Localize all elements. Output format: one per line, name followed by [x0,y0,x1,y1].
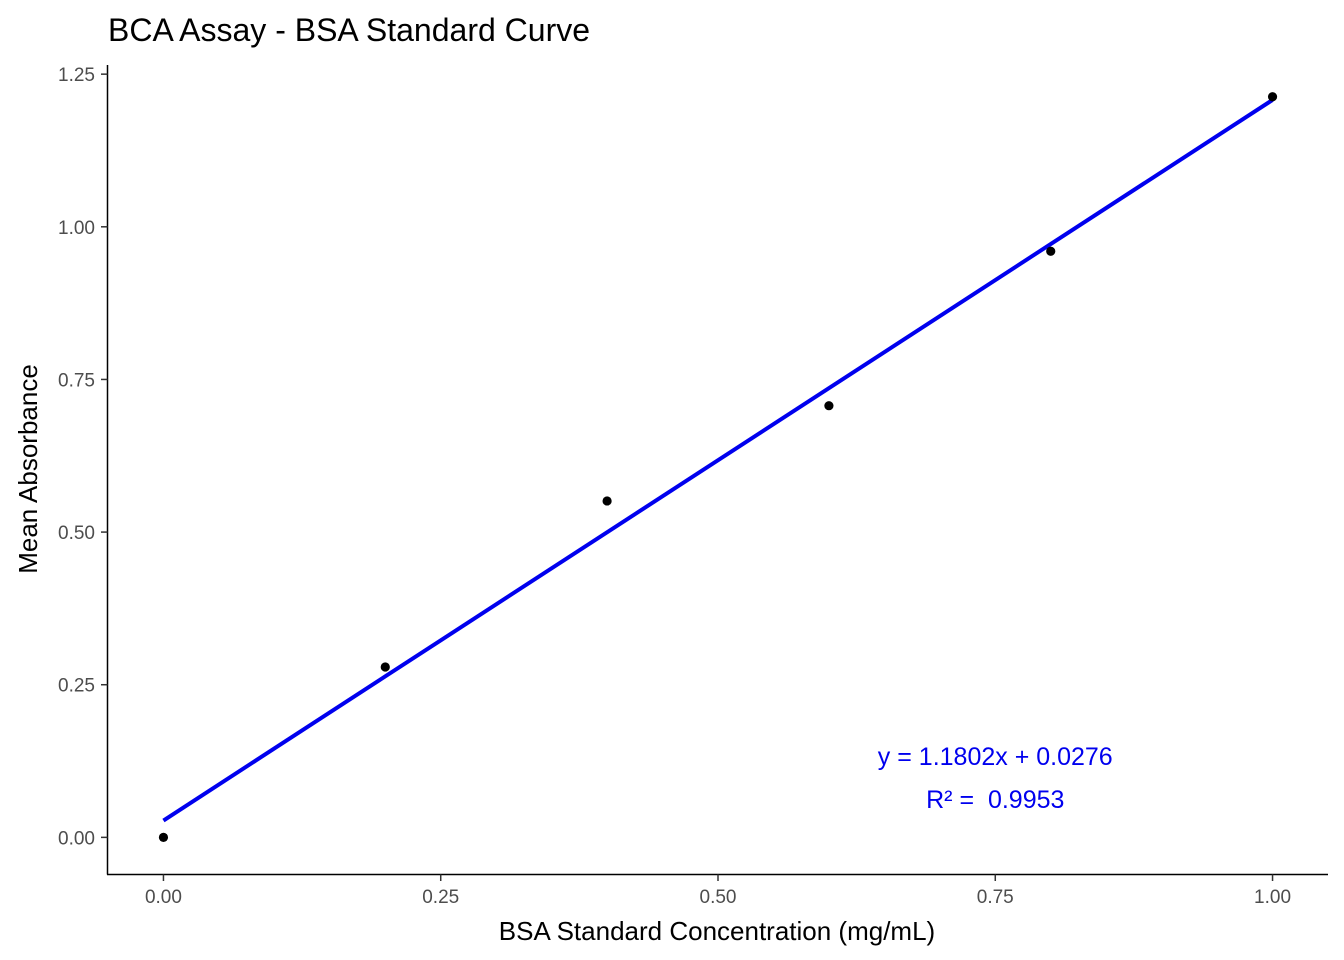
regression-equation: y = 1.1802x + 0.0276 [878,743,1113,771]
y-axis-title: Mean Absorbance [13,364,43,574]
data-point [1046,246,1056,256]
data-point [824,401,834,411]
y-tick-label: 1.25 [58,65,95,86]
x-tick-label: 1.00 [1254,887,1291,908]
y-tick-label: 0.50 [58,523,95,544]
x-tick-label: 0.25 [422,887,459,908]
data-point [380,662,390,672]
x-tick-label: 0.00 [145,887,182,908]
y-tick-label: 0.25 [58,676,95,697]
y-tick-label: 0.00 [58,828,95,849]
data-points-layer [158,92,1278,842]
data-point [1267,92,1278,102]
regression-line-layer [162,98,1274,823]
annotation-layer: y = 1.1802x + 0.0276 R² = 0.9953 [878,743,1113,814]
plot-area: 0.00 0.25 0.50 0.75 1.00 0.00 0.25 0.50 0.75 1.0… [58,65,1328,908]
regression-line [162,98,1274,823]
x-tick-label: 0.75 [977,887,1014,908]
y-tick-label: 1.00 [58,218,95,239]
y-tick-label: 0.75 [58,370,95,391]
chart-title: BCA Assay - BSA Standard Curve [108,12,590,48]
x-axis-ticks: 0.00 0.25 0.50 0.75 1.00 [145,874,1291,908]
data-point [602,496,612,506]
x-tick-label: 0.50 [700,887,737,908]
data-point [158,832,169,842]
x-axis-title: BSA Standard Concentration (mg/mL) [499,916,935,946]
y-axis-ticks: 0.00 0.25 0.50 0.75 1.00 1.25 [58,65,108,849]
r-squared-label: R² = 0.9953 [926,786,1064,814]
